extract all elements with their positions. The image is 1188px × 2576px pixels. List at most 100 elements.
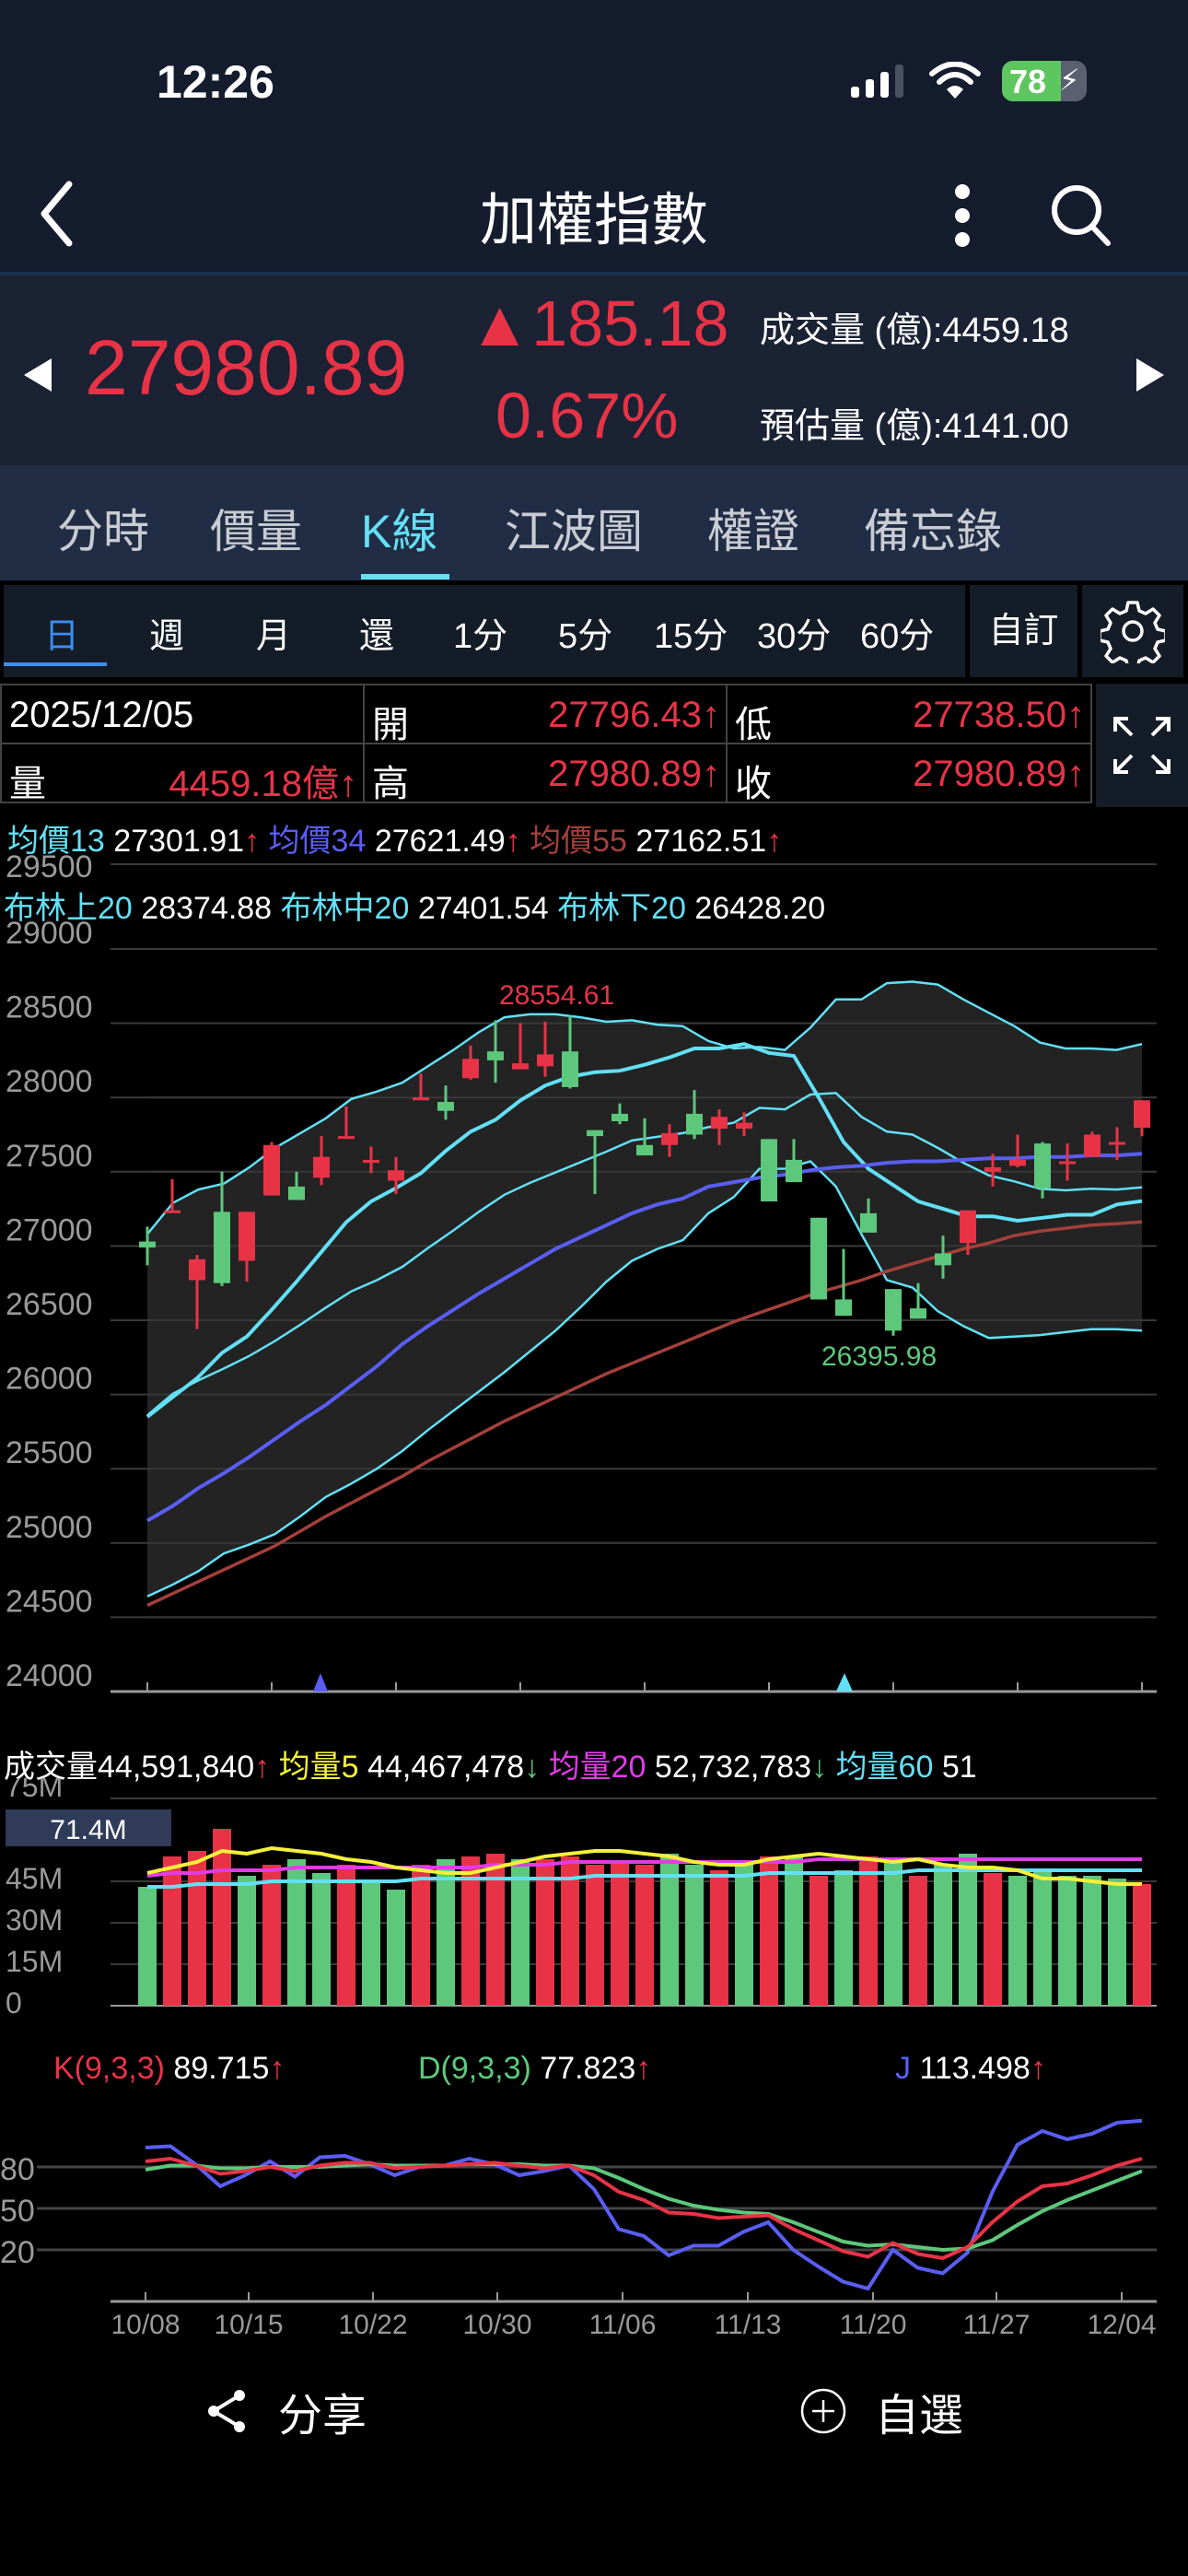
volume-chart[interactable]: 75M 45M 30M 15M 0 71.4M [0, 1778, 1188, 2018]
estimated-volume: 預估量 (億):4141.00 [760, 407, 1069, 446]
close-value: 27980.89↑ [913, 754, 1085, 794]
svg-text:24000: 24000 [6, 1658, 93, 1693]
ohlc-panel: 2025/12/05 開 27796.43↑ 低 27738.50↑ 量 445… [0, 684, 1094, 807]
d-legend: D(9,3,3) 77.823↑ [418, 2051, 651, 2087]
svg-text:29500: 29500 [6, 849, 93, 884]
boll-lower-label: 布林下20 [557, 891, 686, 926]
more-vertical-icon[interactable] [939, 173, 985, 256]
svg-text:26500: 26500 [6, 1287, 93, 1322]
active-period-indicator [4, 662, 107, 666]
ohlc-volume-cell: 量 4459.18億↑ [0, 743, 365, 804]
svg-text:11/13: 11/13 [715, 2310, 782, 2340]
j-arrow: ↑ [1030, 2051, 1046, 2086]
k-label: K(9,3,3) [53, 2051, 165, 2086]
svg-text:27500: 27500 [6, 1139, 93, 1174]
prev-stock-arrow-icon[interactable] [20, 357, 57, 393]
svg-text:25500: 25500 [6, 1435, 93, 1470]
period-week[interactable]: 週 [149, 617, 185, 656]
ma13-arrow: ↑ [244, 824, 261, 859]
k-arrow: ↑ [269, 2051, 285, 2086]
ohlc-high-cell: 高 27980.89↑ [363, 743, 728, 804]
search-icon[interactable] [1045, 177, 1119, 251]
boll-mid-value: 27401.54 [417, 891, 549, 926]
ma55-value: 27162.51 [635, 824, 767, 859]
svg-text:11/20: 11/20 [840, 2310, 907, 2340]
quote-panel: 27980.89 ▲185.18 0.67% 成交量 (億):4459.18 預… [0, 272, 1188, 465]
ma13-value: 27301.91 [113, 824, 245, 859]
ma-legend: 均價13 27301.91↑ 均價34 27621.49↑ 均價55 27162… [7, 815, 782, 861]
favorite-label: 自選 [875, 2392, 964, 2441]
period-month[interactable]: 月 [256, 617, 292, 656]
svg-text:26395.98: 26395.98 [821, 1341, 937, 1372]
ohlc-date: 2025/12/05 [9, 695, 194, 735]
svg-text:26000: 26000 [6, 1362, 93, 1397]
price-change-percent: 0.67% [495, 380, 679, 451]
svg-text:80: 80 [0, 2152, 35, 2187]
kd-indicator-chart[interactable]: 80 50 20 10/08 10/15 10/22 10/30 11/06 11/13 11/2… [0, 2091, 1188, 2359]
period-1min[interactable]: 1分 [453, 617, 508, 656]
next-stock-arrow-icon[interactable] [1131, 357, 1168, 393]
period-60min[interactable]: 60分 [860, 617, 935, 656]
d-label: D(9,3,3) [418, 2051, 531, 2086]
index-price: 27980.89 [85, 324, 408, 411]
fullscreen-button[interactable] [1096, 684, 1188, 807]
open-label: 開 [372, 705, 409, 745]
status-time: 12:26 [157, 56, 274, 108]
period-30min[interactable]: 30分 [757, 617, 832, 656]
d-arrow: ↑ [635, 2051, 652, 2086]
battery-icon: 78 ⚡ [1002, 61, 1087, 101]
tab-chiang-wave[interactable]: 江波圖 [505, 506, 643, 557]
boll-upper-label: 布林上20 [4, 891, 133, 926]
svg-text:15M: 15M [6, 1945, 63, 1978]
svg-text:75M: 75M [6, 1778, 63, 1803]
period-adjusted[interactable]: 還 [359, 617, 395, 656]
vol-ma20-value: 52,732,783 [654, 1750, 812, 1785]
low-label: 低 [735, 705, 772, 745]
vol-ma60-value: 51 [941, 1750, 977, 1785]
cellular-signal-icon [851, 64, 903, 98]
share-button[interactable]: 分享 [204, 2379, 367, 2443]
active-tab-indicator [361, 574, 449, 580]
boll-mid-label: 布林中20 [280, 891, 410, 926]
k-value: 89.715 [173, 2051, 270, 2086]
svg-text:71.4M: 71.4M [50, 1815, 126, 1845]
status-icons: 78 ⚡ [849, 61, 1087, 101]
svg-text:10/08: 10/08 [111, 2310, 180, 2340]
close-label: 收 [735, 764, 772, 804]
svg-text:0: 0 [6, 1986, 22, 2018]
ohlc-low-cell: 低 27738.50↑ [726, 684, 1092, 745]
svg-text:12/04: 12/04 [1087, 2310, 1156, 2340]
tab-memo[interactable]: 備忘錄 [864, 506, 1002, 557]
add-favorite-button[interactable]: 自選 [799, 2379, 963, 2443]
back-chevron-icon[interactable] [28, 175, 92, 249]
boll-lower-value: 26428.20 [694, 891, 826, 926]
open-value: 27796.43↑ [548, 695, 720, 735]
candlestick-chart[interactable]: 29000 28500 28000 27500 27000 26500 26000 25500… [0, 848, 1188, 1695]
vol-label: 成交量 [4, 1750, 98, 1785]
share-icon [208, 2390, 245, 2432]
svg-text:30M: 30M [6, 1903, 63, 1937]
plus-circle-icon [800, 2388, 846, 2434]
tab-kline[interactable]: K線 [361, 506, 438, 557]
period-selector: 日 週 月 還 1分 5分 15分 30分 60分 [4, 585, 965, 677]
tab-price-volume[interactable]: 價量 [210, 506, 302, 557]
j-value: 113.498 [919, 2051, 1031, 2086]
custom-period-button[interactable]: 自訂 [970, 585, 1077, 677]
volume-value: 4459.18億↑ [169, 764, 357, 804]
vol-ma20-label: 均量20 [548, 1750, 646, 1785]
ohlc-open-cell: 開 27796.43↑ [363, 684, 728, 745]
trade-volume: 成交量 (億):4459.18 [760, 311, 1069, 350]
d-value: 77.823 [540, 2051, 636, 2086]
svg-text:45M: 45M [6, 1862, 63, 1895]
volume-label: 量 [9, 764, 46, 804]
svg-text:28000: 28000 [6, 1064, 93, 1099]
svg-text:28554.61: 28554.61 [499, 980, 614, 1011]
period-day[interactable]: 日 [44, 617, 80, 656]
period-15min[interactable]: 15分 [654, 617, 728, 656]
settings-button[interactable] [1082, 585, 1183, 677]
vol-ma5-arrow: ↓ [524, 1750, 541, 1785]
tab-intraday[interactable]: 分時 [57, 506, 149, 557]
period-5min[interactable]: 5分 [558, 617, 613, 656]
svg-text:24500: 24500 [6, 1584, 93, 1619]
tab-warrants[interactable]: 權證 [707, 506, 799, 557]
